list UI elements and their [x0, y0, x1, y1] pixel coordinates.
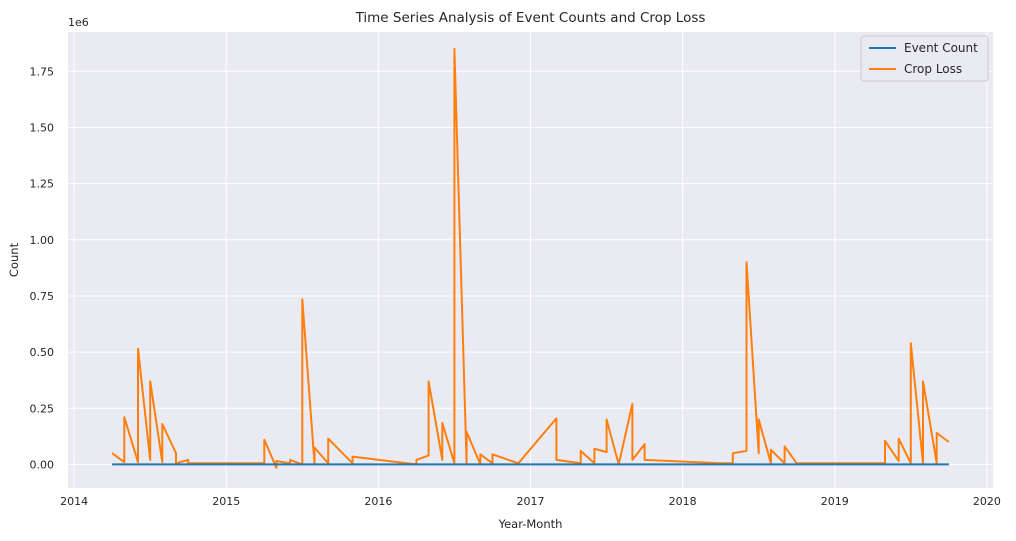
y-tick-label: 1.75 — [30, 65, 55, 78]
x-axis-label: Year-Month — [498, 517, 563, 531]
y-tick-label: 1.00 — [30, 234, 55, 247]
legend: Event Count Crop Loss — [860, 35, 989, 82]
y-tick-label: 1.25 — [30, 178, 55, 191]
series-line-crop-loss — [111, 47, 950, 469]
series-group — [111, 47, 950, 469]
tick-labels: 2014 2015 2016 2017 2018 2019 2020 0.00 0.25 0.50… — [30, 65, 1001, 508]
legend-label-crop-loss: Crop Loss — [904, 62, 962, 76]
y-tick-label: 0.75 — [30, 290, 55, 303]
y-tick-label: 1.50 — [30, 121, 55, 134]
x-tick-label: 2020 — [973, 495, 1001, 508]
x-tick-label: 2016 — [364, 495, 392, 508]
y-tick-label: 0.25 — [30, 402, 55, 415]
x-tick-label: 2014 — [60, 495, 88, 508]
y-axis-label: Count — [7, 242, 21, 277]
x-tick-label: 2017 — [517, 495, 545, 508]
y-offset-text: 1e6 — [68, 16, 89, 29]
y-tick-label: 0.50 — [30, 346, 55, 359]
legend-label-event-count: Event Count — [904, 41, 978, 55]
x-tick-label: 2018 — [669, 495, 697, 508]
y-tick-label: 0.00 — [30, 458, 55, 471]
chart-title: Time Series Analysis of Event Counts and… — [355, 10, 706, 26]
x-tick-label: 2015 — [212, 495, 240, 508]
x-tick-label: 2019 — [821, 495, 849, 508]
